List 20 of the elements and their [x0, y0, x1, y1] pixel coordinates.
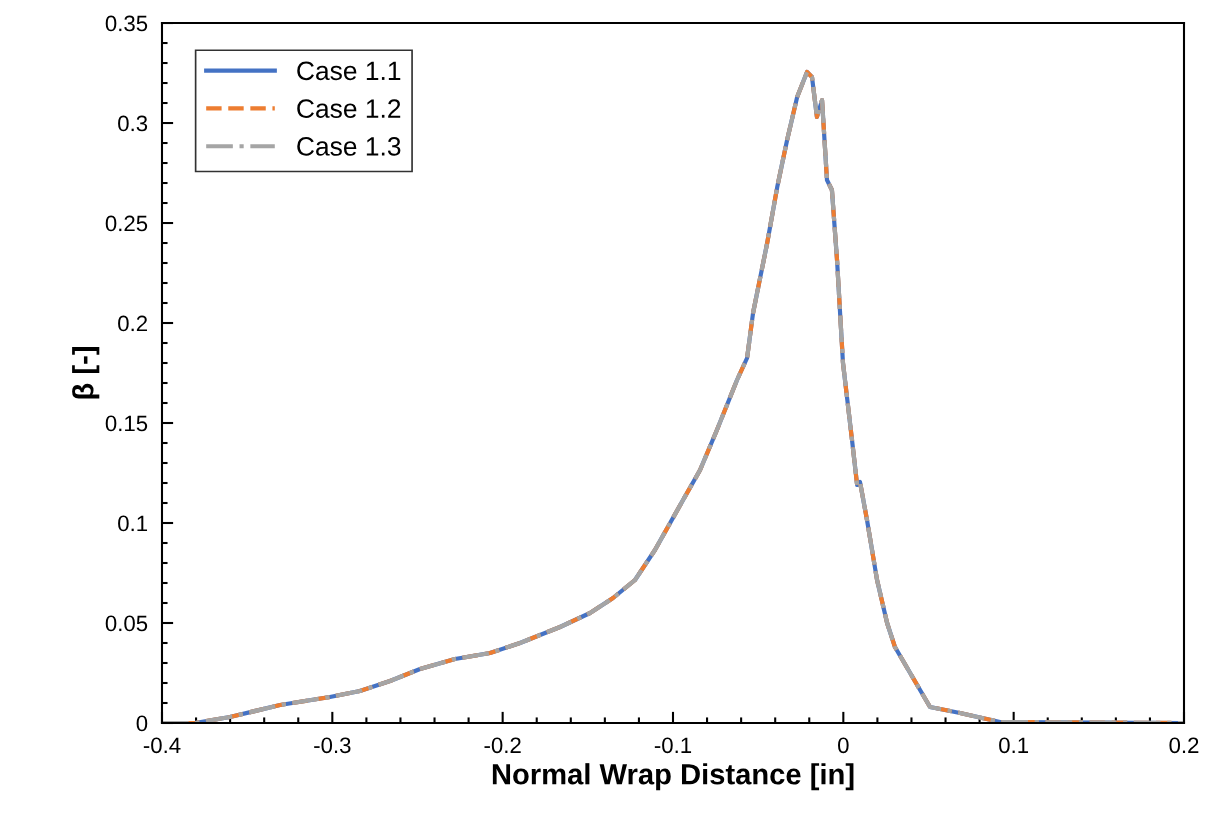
- y-tick-label: 0.3: [118, 115, 148, 132]
- y-tick-label: 0.35: [105, 15, 148, 32]
- y-tick-label: 0.15: [105, 415, 148, 432]
- y-tick-label: 0.05: [105, 615, 148, 632]
- x-tick-label: 0.2: [1169, 737, 1199, 754]
- x-tick-label: 0.1: [999, 737, 1029, 754]
- x-tick-label: -0.3: [314, 737, 351, 754]
- y-axis-title: β [-]: [72, 347, 100, 399]
- y-tick-label: 0: [136, 715, 148, 732]
- y-tick-label: 0.1: [118, 515, 148, 532]
- x-tick-label: -0.1: [654, 737, 692, 754]
- y-tick-label: 0.25: [105, 215, 148, 232]
- legend-label: Case 1.3: [297, 137, 401, 156]
- x-tick-label: -0.4: [143, 737, 181, 754]
- x-tick-label: -0.2: [484, 737, 521, 754]
- x-axis-title: Normal Wrap Distance [in]: [492, 763, 854, 791]
- y-tick-label: 0.2: [118, 315, 147, 332]
- legend-label: Case 1.1: [297, 61, 401, 81]
- legend-label: Case 1.2: [297, 99, 401, 118]
- x-tick-label: 0: [838, 737, 849, 754]
